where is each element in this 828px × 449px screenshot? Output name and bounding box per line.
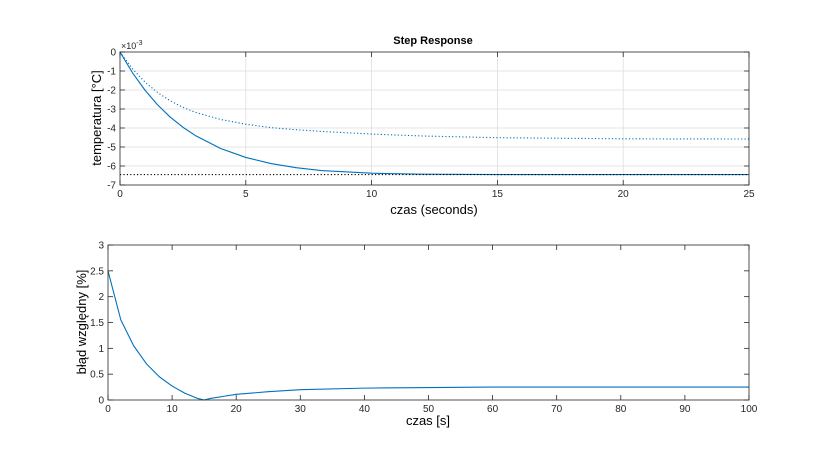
chart1-y-tick-label: -5 (107, 143, 116, 154)
chart2-x-tick-label: 40 (359, 404, 371, 415)
relative-error-chart: 0 10 20 30 40 50 60 70 80 90 100 0 0.5 1 1.5 2 2.5 3 czas… (74, 241, 758, 429)
chart1-y-tick-label: 0 (110, 48, 116, 59)
chart2-axes-box (107, 244, 750, 401)
chart2-x-tick-label: 90 (679, 404, 691, 415)
chart2-x-tick-label: 60 (487, 404, 499, 415)
chart1-y-tick-label: -4 (107, 124, 116, 135)
chart1-series-2-line (119, 51, 750, 140)
chart2-x-tick-label: 10 (167, 404, 179, 415)
chart1-series (119, 51, 750, 176)
chart2-series-1-line (107, 270, 749, 401)
chart2-y-tick-label: 0.5 (90, 370, 104, 381)
chart1-x-tick-label: 10 (366, 189, 378, 200)
chart2-series (107, 270, 749, 401)
chart1-y-label: temperatura [°C] (89, 70, 104, 166)
chart1-y-tick-label: -2 (107, 86, 116, 97)
chart2-x-tick-label: 0 (105, 404, 111, 415)
chart1-series-1-line (119, 51, 749, 176)
chart2-ticks: 0 10 20 30 40 50 60 70 80 90 100 0 0.5 1 1.5 2 2.5 3 (90, 241, 758, 416)
chart1-x-label: czas (seconds) (390, 202, 477, 217)
chart1-x-tick-label: 5 (243, 189, 249, 200)
chart1-x-tick-label: 25 (743, 189, 755, 200)
chart2-y-tick-label: 1 (98, 344, 104, 355)
chart1-y-multiplier: ×10-3 (121, 40, 143, 51)
chart1-ticks: 0 5 10 15 20 25 0 -1 -2 -3 -4 -5 -6 -7 (107, 48, 755, 201)
chart2-x-tick-label: 100 (741, 404, 758, 415)
chart2-x-label: czas [s] (406, 413, 450, 428)
step-response-chart: Step Response 0 5 10 15 20 250-1-2-3-4-5-6-7 … (89, 35, 755, 217)
chart1-y-tick-label: -7 (107, 181, 116, 192)
chart2-x-tick-label: 70 (551, 404, 563, 415)
chart1-y-tick-label: -3 (107, 105, 116, 116)
chart2-y-tick-label: 2.5 (90, 266, 104, 277)
chart2-x-tick-label: 80 (615, 404, 627, 415)
chart1-y-tick-label: -1 (107, 67, 116, 78)
chart1-title: Step Response (393, 35, 472, 47)
chart2-x-tick-label: 50 (423, 404, 435, 415)
chart2-y-tick-label: 1.5 (90, 318, 104, 329)
chart1-axes-box (119, 51, 750, 186)
chart1-x-tick-label: 15 (492, 189, 504, 200)
chart2-y-tick-label: 2 (98, 292, 104, 303)
chart2-y-tick-label: 0 (98, 396, 104, 407)
chart2-y-label: błąd względny [%] (74, 270, 89, 375)
chart1-grid (120, 52, 749, 185)
chart1-y-tick-label: -6 (107, 162, 116, 173)
chart2-x-tick-label: 30 (295, 404, 307, 415)
chart1-x-tick-label: 20 (618, 189, 630, 200)
chart2-x-tick-label: 20 (231, 404, 243, 415)
chart2-y-tick-label: 3 (98, 241, 104, 252)
chart1-x-tick-label: 0 (117, 189, 123, 200)
